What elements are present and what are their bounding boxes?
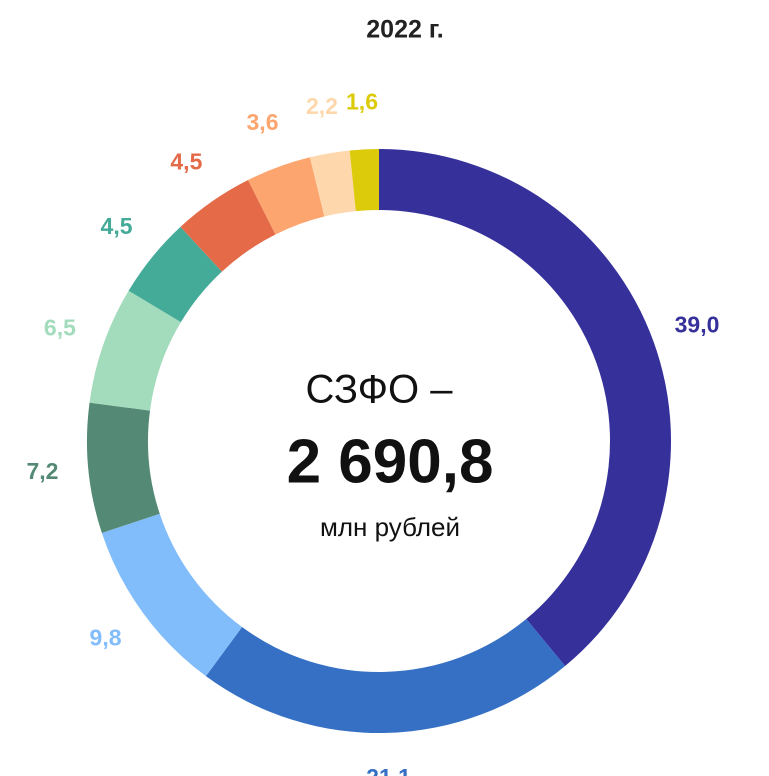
value-label: 4,5 (170, 148, 202, 174)
donut-segment (180, 179, 276, 272)
center-unit: млн рублей (320, 512, 460, 542)
value-label: 6,5 (44, 315, 76, 341)
donut-segment (205, 618, 566, 733)
donut-segment (89, 290, 181, 411)
donut-segment (309, 150, 356, 217)
donut-segment (101, 513, 243, 677)
donut-segment (87, 402, 160, 533)
center-label: СЗФО – (305, 368, 453, 412)
donut-segment (379, 149, 671, 666)
chart-title: 2022 г. (366, 16, 443, 44)
donut-segment (349, 149, 379, 212)
value-label: 3,6 (247, 109, 279, 135)
center-total: 2 690,8 (287, 427, 494, 496)
value-label: 21,1 (366, 764, 411, 776)
value-label: 1,6 (346, 89, 378, 115)
donut-segment (248, 157, 325, 235)
value-label: 2,2 (306, 93, 338, 119)
value-label: 39,0 (675, 312, 720, 338)
donut-segment (128, 226, 222, 323)
value-label: 7,2 (27, 458, 59, 484)
value-label: 4,5 (101, 213, 133, 239)
value-label: 9,8 (90, 625, 122, 651)
